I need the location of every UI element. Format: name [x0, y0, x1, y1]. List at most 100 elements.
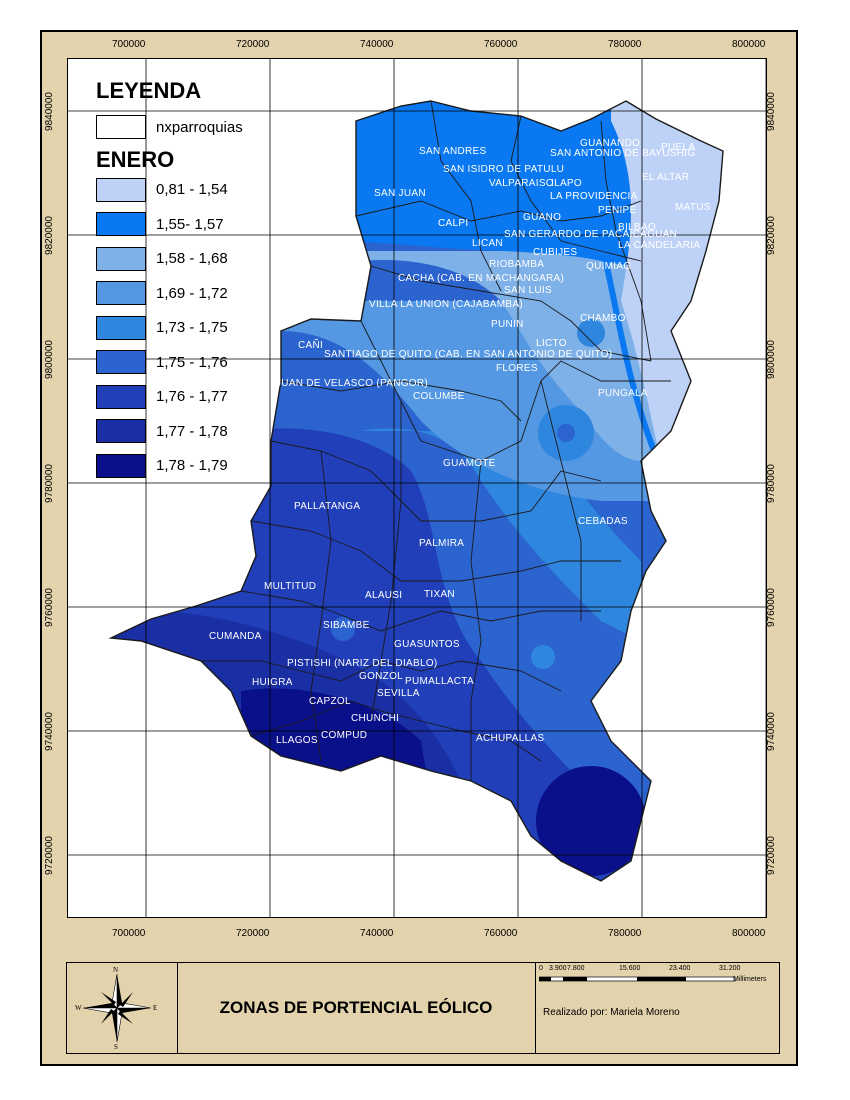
place-label: GONZOL: [359, 671, 404, 682]
place-label: COMPUD: [321, 730, 368, 741]
x-tick-label: 800000: [732, 39, 766, 50]
place-label: SANTIAGO DE QUITO (CAB. EN SAN ANTONIO D…: [324, 349, 613, 360]
legend-row: 1,76 - 1,77: [96, 380, 276, 415]
parish-boundary: [540, 380, 582, 621]
north-arrow-icon: [82, 973, 152, 1043]
x-tick-label: 740000: [360, 928, 394, 939]
place-label: CAÑI: [298, 340, 324, 351]
place-label: MATUS: [675, 202, 711, 213]
place-label: CACHA (CAB. EN MACHANGARA): [398, 273, 565, 284]
y-tick-label: 9800000: [765, 340, 777, 379]
compass-w-label: W: [75, 1004, 82, 1012]
place-label: CEBADAS: [578, 516, 628, 527]
place-label: CAPZOL: [309, 696, 351, 707]
color-swatch: [96, 350, 146, 375]
place-label: CALPI: [438, 218, 469, 229]
place-label: CHUNCHI: [351, 713, 400, 724]
legend-row: 1,69 - 1,72: [96, 276, 276, 311]
place-label: LLAGOS: [276, 735, 318, 746]
x-tick-label: 760000: [484, 39, 518, 50]
place-label: TIXAN: [424, 589, 455, 600]
color-swatch: [96, 453, 146, 478]
y-tick-label: 9740000: [765, 712, 777, 751]
place-label: PUNGALA: [598, 388, 648, 399]
place-label: PUNIN: [491, 319, 524, 330]
color-swatch: [96, 384, 146, 409]
zone-1-75-1-76: [557, 424, 575, 442]
legend: LEYENDA nxparroquias ENERO 0,81 - 1,54 1…: [96, 78, 276, 483]
color-swatch: [96, 419, 146, 444]
place-label: FLORES: [496, 363, 538, 374]
parish-boundary: [470, 460, 482, 781]
parish-boundary: [270, 440, 602, 522]
y-tick-label: 9760000: [43, 588, 55, 627]
y-tick-label: 9740000: [43, 712, 55, 751]
parish-boundary: [355, 200, 642, 222]
place-label: MULTITUD: [264, 581, 317, 592]
scale-unit: Millimeters: [733, 976, 767, 983]
parish-boundary: [510, 115, 642, 262]
place-label: VALPARAISO: [489, 178, 554, 189]
place-label: PALLATANGA: [294, 501, 361, 512]
map-canvas[interactable]: [67, 58, 767, 918]
legend-title: LEYENDA: [96, 78, 202, 103]
boundary-swatch: [96, 115, 146, 140]
parish-boundary: [250, 700, 542, 762]
x-tick-label: 780000: [608, 928, 642, 939]
compass-s-label: S: [114, 1043, 118, 1051]
legend-label: 1,73 - 1,75: [156, 319, 228, 337]
place-label: ILAPO: [551, 178, 582, 189]
legend-label: 1,55- 1,57: [156, 215, 224, 233]
place-label: SEVILLA: [377, 688, 420, 699]
compass-n-label: N: [113, 966, 119, 974]
title-block: N S E W ZONAS DE PORTENCIAL EÓLICO 0 3.9…: [66, 962, 780, 1054]
place-label: PUELA: [661, 142, 696, 153]
place-label: COLUMBE: [413, 391, 465, 402]
parish-boundary: [370, 401, 402, 722]
author-credit: Realizado por: Mariela Moreno: [543, 1007, 680, 1018]
x-tick-label: 700000: [112, 39, 146, 50]
place-label: CUMANDA: [209, 631, 262, 642]
y-tick-label: 9720000: [765, 836, 777, 875]
zone-1-73-1-75: [531, 645, 555, 669]
place-label: SAN ISIDRO DE PATULU: [443, 164, 565, 175]
legend-label: 1,75 - 1,76: [156, 353, 228, 371]
parish-boundary: [370, 265, 652, 362]
scale-label: 23.400: [669, 965, 691, 972]
parish-boundaries: [108, 100, 724, 882]
parish-boundary: [250, 520, 621, 582]
place-label: PENIPE: [598, 205, 637, 216]
scale-label: 3.900: [549, 965, 567, 972]
legend-row: 1,58 - 1,68: [96, 242, 276, 277]
y-tick-label: 9780000: [43, 464, 55, 503]
legend-row: 1,77 - 1,78: [96, 414, 276, 449]
x-tick-label: 800000: [732, 928, 766, 939]
color-swatch: [96, 177, 146, 202]
place-label: ALAUSI: [365, 590, 403, 601]
map-grid: [68, 59, 766, 917]
place-label: VILLA LA UNION (CAJABAMBA): [369, 299, 523, 310]
place-label: RIOBAMBA: [489, 259, 545, 270]
legend-label: nxparroquias: [156, 118, 243, 136]
parish-boundary: [240, 590, 601, 632]
color-swatch: [96, 246, 146, 271]
x-tick-label: 720000: [236, 39, 270, 50]
x-tick-label: 740000: [360, 39, 394, 50]
place-label: GUAMOTE: [443, 458, 496, 469]
y-tick-label: 9820000: [765, 216, 777, 255]
place-label: PISTISHI (NARIZ DEL DIABLO): [287, 658, 438, 669]
place-label: SAN ANTONIO DE BAYUSHIG: [550, 148, 696, 159]
place-label: GUANO: [523, 212, 562, 223]
place-label: CHAMBO: [580, 313, 626, 324]
place-label: LICAN: [472, 238, 503, 249]
place-label: CUBIJES: [533, 247, 578, 258]
info-cell: 0 3.900 7.800 15.600 23.400 31.200 Milli…: [535, 963, 779, 1053]
legend-label: 1,76 - 1,77: [156, 388, 228, 406]
title-cell: ZONAS DE PORTENCIAL EÓLICO: [177, 963, 536, 1053]
legend-row: nxparroquias: [96, 110, 276, 145]
y-tick-label: 9840000: [43, 92, 55, 131]
place-label: LA CANDELARIA: [618, 240, 701, 251]
place-label: ACHUPALLAS: [476, 733, 545, 744]
parish-boundary: [280, 380, 522, 422]
place-label: GUASUNTOS: [394, 639, 460, 650]
